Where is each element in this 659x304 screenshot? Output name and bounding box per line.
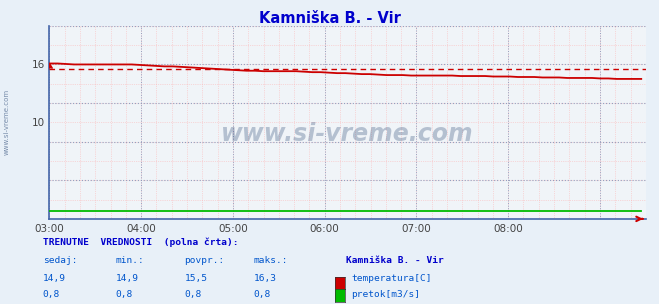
Text: 0,8: 0,8 — [43, 290, 60, 299]
Text: pretok[m3/s]: pretok[m3/s] — [351, 290, 420, 299]
Text: temperatura[C]: temperatura[C] — [351, 274, 432, 283]
Text: www.si-vreme.com: www.si-vreme.com — [3, 88, 10, 155]
Text: 16,3: 16,3 — [254, 274, 277, 283]
Text: 14,9: 14,9 — [43, 274, 66, 283]
Text: TRENUTNE  VREDNOSTI  (polna črta):: TRENUTNE VREDNOSTI (polna črta): — [43, 237, 239, 247]
Text: min.:: min.: — [115, 256, 144, 265]
Text: 14,9: 14,9 — [115, 274, 138, 283]
Text: 15,5: 15,5 — [185, 274, 208, 283]
Text: www.si-vreme.com: www.si-vreme.com — [221, 122, 474, 146]
Text: 0,8: 0,8 — [115, 290, 132, 299]
Text: sedaj:: sedaj: — [43, 256, 77, 265]
Text: Kamniška B. - Vir: Kamniška B. - Vir — [258, 11, 401, 26]
Text: Kamniška B. - Vir: Kamniška B. - Vir — [346, 256, 444, 265]
Text: 0,8: 0,8 — [254, 290, 271, 299]
Text: maks.:: maks.: — [254, 256, 288, 265]
Text: povpr.:: povpr.: — [185, 256, 225, 265]
Text: 0,8: 0,8 — [185, 290, 202, 299]
